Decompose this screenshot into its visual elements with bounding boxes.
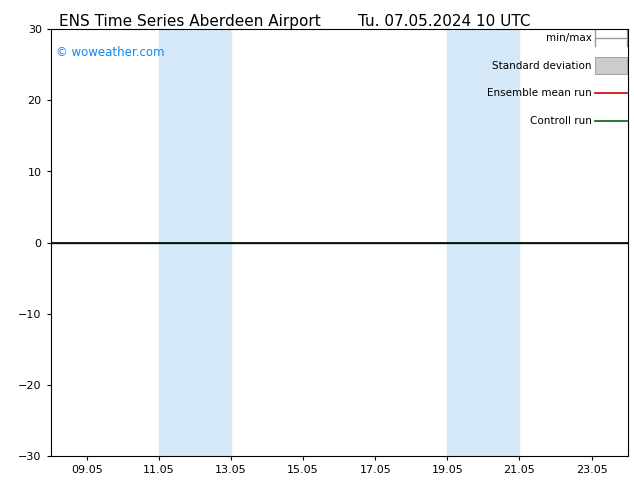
- Text: Tu. 07.05.2024 10 UTC: Tu. 07.05.2024 10 UTC: [358, 14, 530, 29]
- Text: Controll run: Controll run: [530, 116, 592, 126]
- Text: Ensemble mean run: Ensemble mean run: [487, 88, 592, 98]
- Bar: [448, 29, 519, 456]
- Text: Standard deviation: Standard deviation: [493, 61, 592, 71]
- Text: min/max: min/max: [546, 33, 592, 43]
- Bar: [159, 29, 231, 456]
- Bar: [595, 57, 626, 74]
- Text: ENS Time Series Aberdeen Airport: ENS Time Series Aberdeen Airport: [60, 14, 321, 29]
- Text: © woweather.com: © woweather.com: [56, 47, 165, 59]
